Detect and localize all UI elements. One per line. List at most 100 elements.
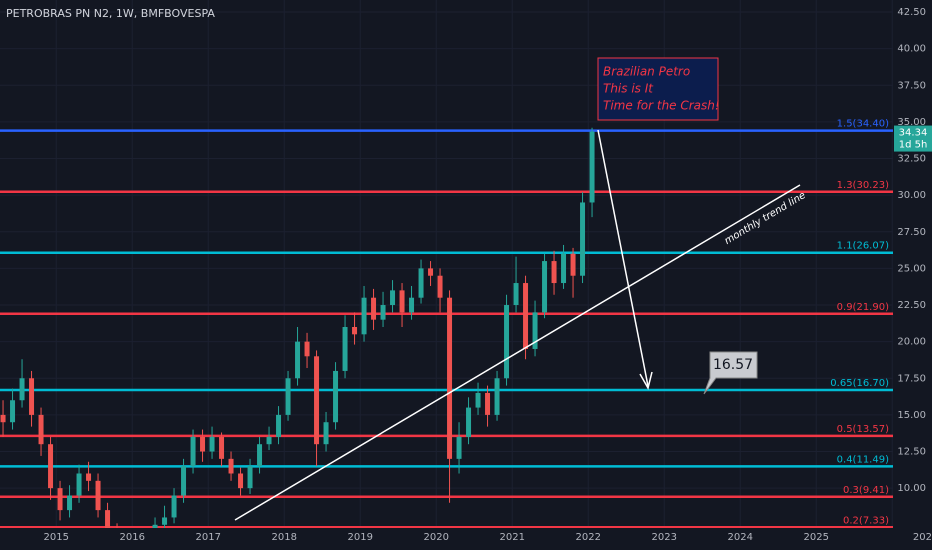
candle-body [276,414,282,437]
candle-body [371,297,377,320]
fib-level-label: 0.9(21.90) [837,302,889,313]
candle-body [342,326,348,371]
candle-body [152,524,158,528]
candle-body [418,268,424,298]
candle-body [19,378,25,401]
candle-body [352,326,358,335]
candle-body [589,131,595,203]
candle-body [209,436,215,452]
candle-body [171,495,177,518]
candle-body [190,436,196,467]
candle-body [475,392,481,408]
y-tick-label: 10.00 [897,483,926,494]
fib-levels: 1.5(34.40) 1.3(30.23) 1.1(26.07) 0.9(21.90)… [0,119,893,528]
candle-body [285,378,291,415]
candle-body [542,261,548,313]
candle-body [200,436,206,452]
drawings [234,129,801,521]
callout-label: 16.57 [713,357,753,373]
candle-body [523,283,529,349]
y-tick-label: 35.00 [897,117,926,128]
candle-body [162,517,168,525]
y-tick-label: 32.50 [897,154,926,165]
candle-body [38,414,44,445]
fib-level-label: 0.5(13.57) [837,424,889,435]
candle-body [570,253,576,276]
candle-body [409,297,415,313]
candle-body [67,495,73,511]
note-box [597,57,719,121]
last-price-label: 34.34 [899,128,928,139]
candle-body [532,312,538,349]
arrow [597,129,649,387]
callout [703,351,758,395]
x-tick-label: 2015 [44,532,69,543]
note-line: This is It [603,82,654,96]
candle-body [466,407,472,437]
y-tick-label: 27.50 [897,227,926,238]
candle-body [48,444,54,489]
candle-body [485,392,491,415]
chart-title: PETROBRAS PN N2, 1W, BMFBOVESPA [6,7,215,20]
fib-level-label: 0.65(16.70) [830,378,889,389]
fib-level-label: 0.3(9.41) [843,485,889,496]
x-tick-label: 202 [913,532,932,543]
candle-body [314,356,320,445]
fib-level-label: 1.3(30.23) [837,180,889,191]
candle-body [29,378,35,415]
candle-body [580,202,586,276]
candle-body [219,436,225,459]
y-tick-label: 17.50 [897,373,926,384]
candle-body [494,378,500,415]
candle-body [513,283,519,306]
arrow-head [639,371,653,390]
x-tick-label: 2024 [728,532,753,543]
y-tick-label: 12.50 [897,447,926,458]
fib-level-label: 1.1(26.07) [837,241,889,252]
candle-body [437,275,443,298]
candle-body [295,341,301,379]
x-tick-label: 2022 [576,532,601,543]
fib-level-label: 0.4(11.49) [837,454,889,465]
candles [0,127,595,528]
note-line: Time for the Crash! [603,99,720,113]
x-tick-label: 2023 [652,532,677,543]
candle-body [456,436,462,459]
candle-body [380,305,386,320]
y-tick-label: 30.00 [897,190,926,201]
candle-body [333,370,339,423]
fib-level-label: 1.5(34.40) [837,119,889,130]
countdown-label: 1d 5h [899,140,928,151]
candle-body [399,290,405,313]
y-tick-label: 42.50 [897,7,926,18]
x-tick-label: 2019 [348,532,373,543]
x-tick-label: 2017 [196,532,221,543]
candle-body [504,305,510,379]
candle-body [181,466,187,496]
candle-body [86,473,92,481]
candle-body [10,400,16,423]
candle-body [247,466,253,489]
candle-body [266,436,272,445]
x-tick-label: 2020 [424,532,449,543]
candle-body [551,261,557,284]
candle-body [390,290,396,306]
y-tick-label: 40.00 [897,44,926,55]
candle-body [105,510,111,528]
x-tick-label: 2016 [120,532,145,543]
candle-body [447,297,453,459]
note-line: Brazilian Petro [603,65,690,79]
y-tick-label: 37.50 [897,80,926,91]
y-tick-label: 15.00 [897,410,926,421]
candle-body [323,422,329,445]
candle-body [361,297,367,335]
candle-body [257,444,263,467]
candle-body [57,488,63,511]
axes: 42.50 40.00 37.50 35.00 32.50 30.00 27.50 25.00… [44,7,932,543]
y-tick-label: 25.00 [897,263,926,274]
fib-level-label: 0.2(7.33) [843,515,889,526]
x-tick-label: 2021 [500,532,525,543]
candle-body [428,268,434,276]
candle-body [304,341,310,357]
